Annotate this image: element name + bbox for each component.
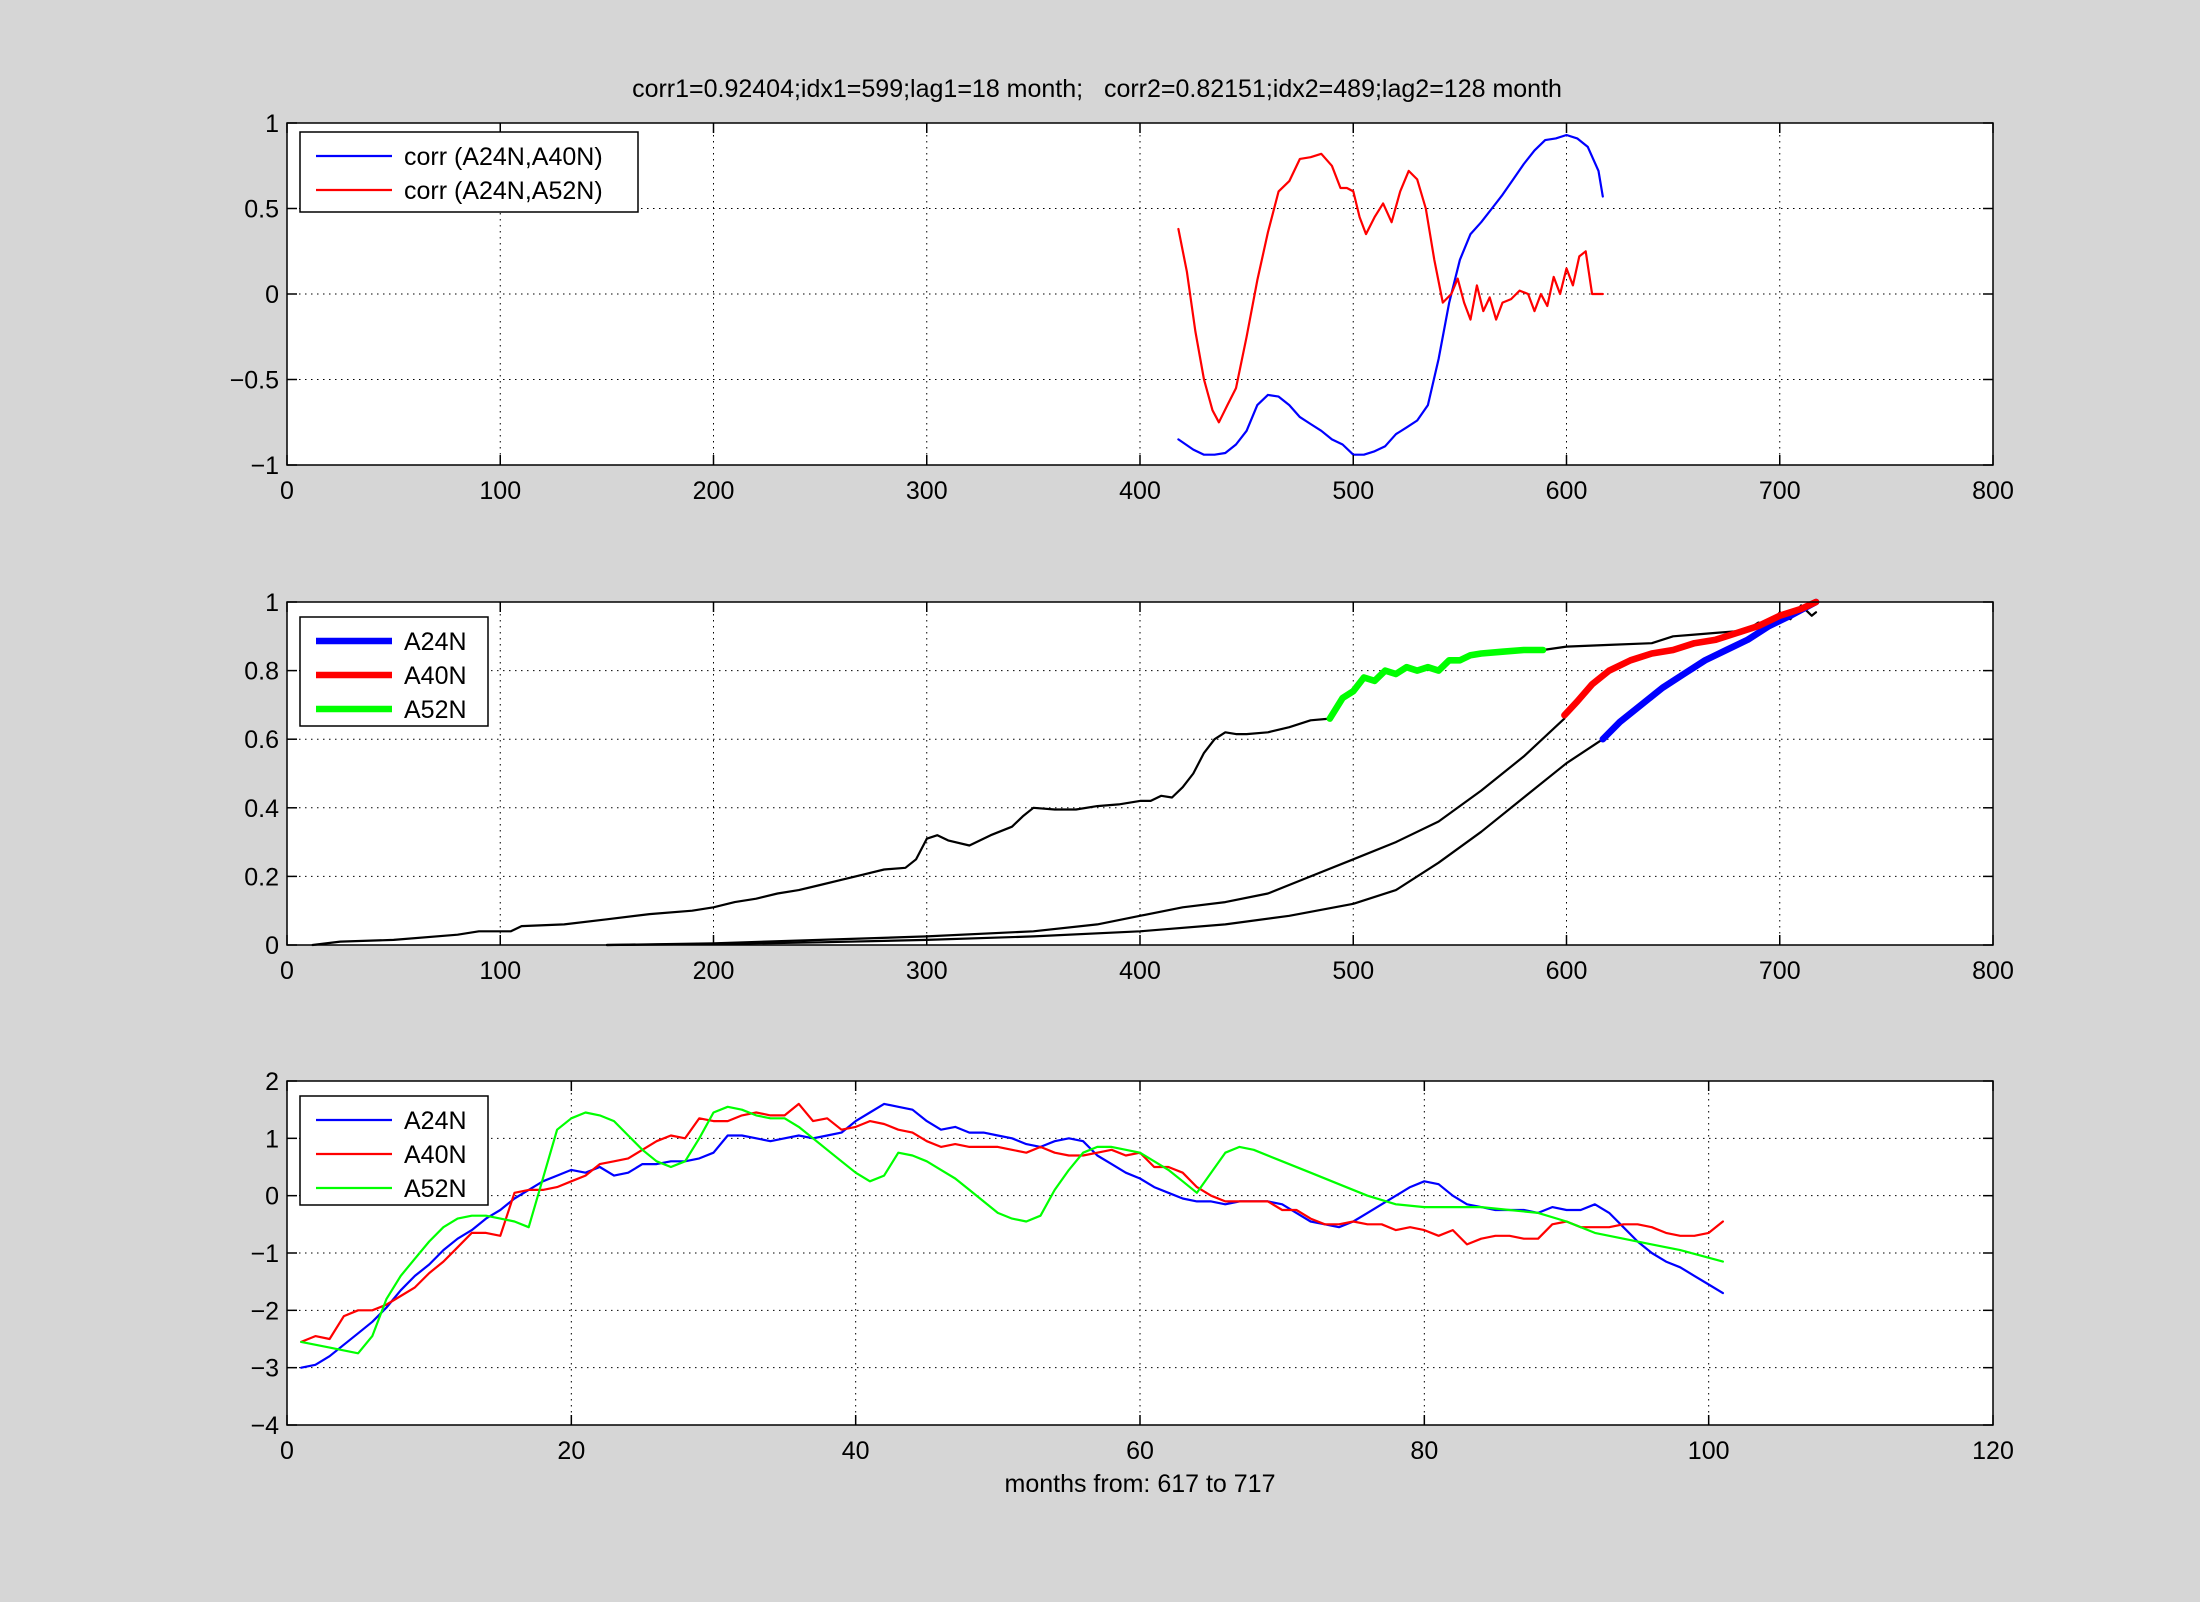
legend-label: A52N [404,1175,467,1203]
series-line-a40n [1561,598,1820,719]
x-tick-label: 400 [1119,957,1161,985]
legend: A24N A40N A52N [299,1095,489,1206]
legend-box [299,131,639,213]
x-tick-label: 100 [479,957,521,985]
plot-area [287,602,1993,945]
y-tick-label: −1 [250,1240,279,1268]
legend-box [299,1095,489,1206]
series-line-corr-a24n-a40n [1177,133,1604,456]
x-tick-label: 500 [1332,477,1374,505]
x-tick-label: 300 [906,477,948,505]
legend-label: A40N [404,662,467,690]
y-tick-label: 0.4 [244,795,279,823]
y-tick-label: 0 [265,281,279,309]
x-tick-label: 300 [906,957,948,985]
x-tick-label: 100 [479,477,521,505]
legend-label: A52N [404,696,467,724]
x-tick-label: 600 [1546,477,1588,505]
x-axis-label: months from: 617 to 717 [1005,1470,1276,1498]
y-tick-label: −4 [250,1412,279,1440]
x-tick-label: 100 [1688,1437,1730,1465]
x-tick-label: 0 [280,1437,294,1465]
x-tick-label: 700 [1759,957,1801,985]
x-tick-label: 800 [1972,477,2014,505]
x-tick-label: 200 [693,477,735,505]
x-tick-label: 0 [280,477,294,505]
y-tick-label: 1 [265,1125,279,1153]
y-tick-label: −0.5 [230,367,279,395]
series-line-corr-a24n-a52n [1177,152,1604,424]
series-line-a40n [300,1102,1725,1344]
x-tick-label: 120 [1972,1437,2014,1465]
y-tick-label: 0.8 [244,658,279,686]
y-tick-label: −2 [250,1297,279,1325]
legend-label: corr (A24N,A40N) [404,143,603,171]
x-tick-label: 500 [1332,957,1374,985]
y-tick-label: 0.5 [244,196,279,224]
y-tick-label: −1 [250,452,279,480]
y-tick-label: 2 [265,1068,279,1096]
standardized-series-panel: 0 20 40 60 80 100 120 −4 −3 −2 −1 0 1 2 months from: 6… [250,1068,2013,1498]
series-line-unlabeled [605,738,1604,947]
x-tick-label: 800 [1972,957,2014,985]
y-tick-label: 0.6 [244,726,279,754]
x-tick-label: 20 [557,1437,585,1465]
series-line-a52n [300,1105,1725,1355]
y-tick-label: −3 [250,1355,279,1383]
legend: A24N A40N A52N [299,616,489,727]
series-line-unlabeled [605,717,1566,947]
series-line-a24n [1599,598,1820,743]
series-line-unlabeled [311,717,1331,947]
y-tick-label: 0 [265,1183,279,1211]
y-tick-label: 1 [265,589,279,617]
y-tick-label: 0 [265,932,279,960]
x-tick-label: 700 [1759,477,1801,505]
x-tick-label: 80 [1410,1437,1438,1465]
x-tick-label: 0 [280,957,294,985]
x-tick-label: 400 [1119,477,1161,505]
series-line-a52n [1326,646,1547,722]
legend-label: A24N [404,1107,467,1135]
x-tick-label: 200 [693,957,735,985]
correlation-panel: 0 100 200 300 400 500 600 700 800 −1 −0.5 0 0.5 1 corr… [230,110,2014,505]
legend: corr (A24N,A40N) corr (A24N,A52N) [299,131,639,213]
x-tick-label: 60 [1126,1437,1154,1465]
legend-label: corr (A24N,A52N) [404,177,603,205]
legend-label: A40N [404,1141,467,1169]
y-tick-label: 0.2 [244,863,279,891]
figure-title: corr1=0.92404;idx1=599;lag1=18 month; co… [632,75,1562,103]
legend-label: A24N [404,628,467,656]
normalized-series-panel: 0 100 200 300 400 500 600 700 80000.20.40.60.81A… [244,589,2014,985]
x-tick-label: 600 [1546,957,1588,985]
x-tick-label: 40 [842,1437,870,1465]
y-tick-label: 1 [265,110,279,138]
